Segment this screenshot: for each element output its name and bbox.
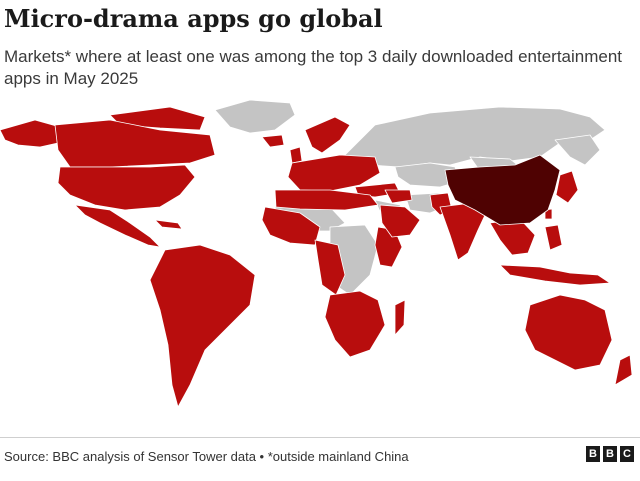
north-africa <box>274 189 379 211</box>
philippines <box>544 224 563 251</box>
new-zealand <box>614 354 633 386</box>
saudi-arabia <box>379 204 421 238</box>
middle-east-north <box>384 189 413 204</box>
chart-subtitle: Markets* where at least one was among th… <box>4 47 623 88</box>
west-africa <box>261 206 321 246</box>
china <box>444 154 561 226</box>
alaska <box>0 119 61 148</box>
caribbean <box>154 219 183 230</box>
bbc-logo-block: C <box>620 446 634 462</box>
bbc-logo-block: B <box>586 446 600 462</box>
source-note: Source: BBC analysis of Sensor Tower dat… <box>4 449 409 464</box>
bbc-logo: B B C <box>586 446 634 462</box>
europe <box>287 154 381 192</box>
map-layer <box>0 99 633 408</box>
indonesia <box>499 264 611 286</box>
southern-africa <box>324 290 386 358</box>
scandinavia <box>304 116 351 154</box>
mexico-central-america <box>74 204 161 248</box>
madagascar <box>394 299 406 336</box>
greenland <box>214 99 296 134</box>
south-america <box>149 244 256 408</box>
canada <box>54 119 216 168</box>
united-states <box>57 164 196 211</box>
chart-title: Micro-drama apps go global <box>4 4 383 33</box>
world-map <box>0 99 633 408</box>
bbc-logo-block: B <box>603 446 617 462</box>
australia <box>524 294 613 371</box>
footer-divider <box>0 437 640 438</box>
iceland-uk <box>261 134 303 164</box>
siberia-far-east-grey <box>554 134 601 166</box>
taiwan <box>544 208 553 220</box>
japan-korea <box>555 170 579 204</box>
